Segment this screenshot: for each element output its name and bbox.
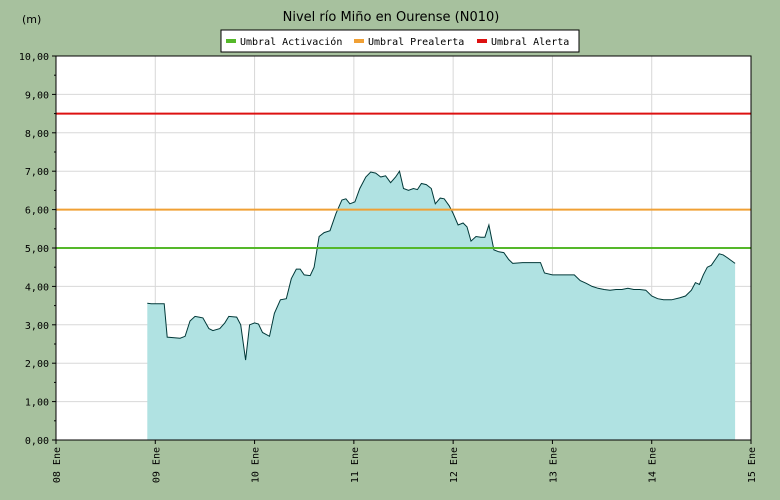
legend-box — [220, 29, 580, 53]
x-tick-label: 09 Ene — [151, 447, 162, 483]
y-tick-label: 8,00 — [25, 129, 49, 140]
y-tick-label: 5,00 — [25, 244, 49, 255]
x-tick-label: 10 Ene — [251, 447, 262, 483]
y-tick-label: 4,00 — [25, 282, 49, 293]
x-tick-label: 13 Ene — [548, 447, 559, 483]
y-tick-label: 9,00 — [25, 90, 49, 101]
y-tick-label: 0,00 — [25, 436, 49, 447]
legend-label: Umbral Activación — [240, 36, 342, 48]
legend-swatch — [226, 39, 236, 43]
legend-swatch — [477, 39, 487, 43]
threshold-lines — [56, 112, 751, 249]
plot-area: 0,00 1,00 2,00 3,00 4,00 5,00 6,00 7,00 8,00 9,00… — [19, 52, 758, 483]
x-tick-label: 08 Ene — [52, 447, 63, 483]
legend-swatch — [354, 39, 364, 43]
y-axis: 0,00 1,00 2,00 3,00 4,00 5,00 6,00 7,00 8,00 9,00… — [19, 52, 56, 447]
y-tick-label: 7,00 — [25, 167, 49, 178]
legend-label: Umbral Prealerta — [368, 37, 464, 48]
y-tick-label: 6,00 — [25, 206, 49, 217]
y-tick-label: 2,00 — [25, 359, 49, 370]
river-level-line — [147, 169, 736, 361]
x-axis: 08 Ene 09 Ene 10 Ene 11 Ene 12 Ene 13 Ene 14 E… — [52, 440, 758, 483]
y-tick-label: 1,00 — [25, 398, 49, 409]
legend-label: Umbral Alerta — [491, 37, 569, 48]
y-tick-label: 10,00 — [19, 52, 49, 63]
x-tick-label: 14 Ene — [648, 447, 659, 483]
river-level-area — [147, 171, 736, 440]
y-axis-unit-label: (m) — [22, 13, 41, 26]
chart-title: Nivel río Miño en Ourense (N010) — [283, 10, 500, 25]
x-tick-label: 12 Ene — [449, 447, 460, 483]
y-tick-label: 3,00 — [25, 321, 49, 332]
x-tick-label: 15 Ene — [747, 447, 758, 483]
legend: Umbral Activación Umbral Prealerta Umbral … — [220, 29, 580, 53]
x-tick-label: 11 Ene — [350, 447, 361, 483]
series-layer — [147, 169, 736, 440]
